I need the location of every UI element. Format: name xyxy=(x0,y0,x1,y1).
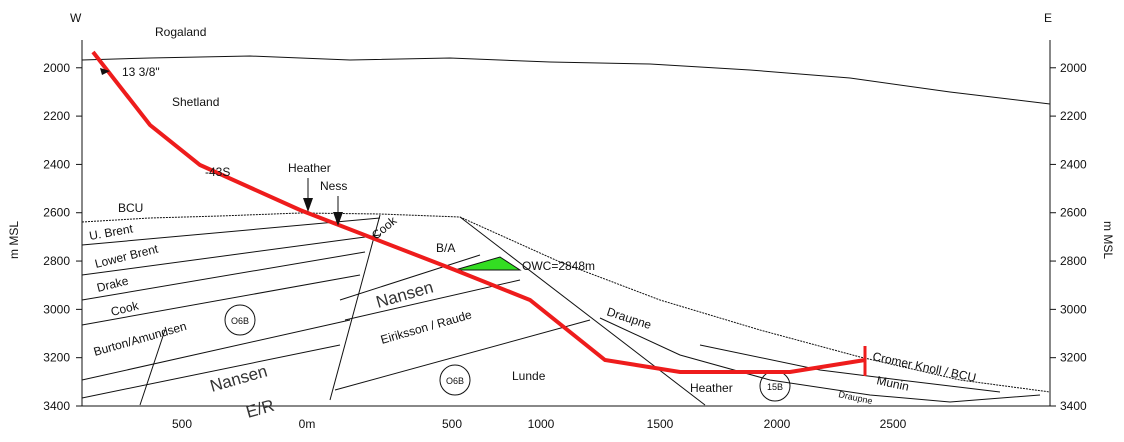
y-tick-label-right: 2800 xyxy=(1060,254,1087,268)
annotation: 13 3/8" xyxy=(122,65,160,79)
x-tick-label: 1500 xyxy=(647,417,674,431)
y-tick-label: 3000 xyxy=(43,302,70,316)
y-tick-label: 2400 xyxy=(43,157,70,171)
y-axis-label-right: m MSL xyxy=(1101,221,1115,259)
formation-label: Rogaland xyxy=(155,25,206,39)
formation-label: Lunde xyxy=(512,369,546,383)
x-tick-label: 1000 xyxy=(528,417,555,431)
y-tick-label-right: 2000 xyxy=(1060,61,1087,75)
compass-e: E xyxy=(1044,11,1052,25)
y-tick-label-right: 3200 xyxy=(1060,351,1087,365)
formation-label: Lower Brent xyxy=(93,242,160,271)
y-tick-label-right: 2200 xyxy=(1060,109,1087,123)
y-tick-label-right: 3000 xyxy=(1060,302,1087,316)
compass-w: W xyxy=(70,11,82,25)
formation-label: Munin xyxy=(875,373,910,393)
formation-label: U. Brent xyxy=(88,221,134,243)
formation-label: Drake xyxy=(95,274,130,295)
x-tick-label: 500 xyxy=(172,417,192,431)
formation-label: Nansen xyxy=(208,361,270,395)
formation-label: Cook xyxy=(369,213,400,242)
y-tick-label-right: 2400 xyxy=(1060,157,1087,171)
y-tick-label: 2200 xyxy=(43,109,70,123)
formation-label: Shetland xyxy=(172,95,219,109)
geology xyxy=(82,40,1050,406)
x-tick-label: 2000 xyxy=(764,417,791,431)
formation-label: Burton/Amundsen xyxy=(92,319,188,359)
zone-label: O6B xyxy=(446,376,464,386)
formation-label: Heather xyxy=(690,381,733,395)
y-tick-label: 3200 xyxy=(43,351,70,365)
formation-label: BCU xyxy=(118,201,143,215)
formation-label: Cook xyxy=(109,298,141,319)
y-tick-label: 3400 xyxy=(43,399,70,413)
zone-label: 15B xyxy=(767,382,783,392)
annotation: Ness xyxy=(320,179,347,193)
formation-label: B/A xyxy=(436,241,455,255)
formation-label: E/R xyxy=(244,396,276,422)
zone-label: O6B xyxy=(231,316,249,326)
x-ticks: 500 0m 500 1000 1500 2000 2500 xyxy=(172,417,907,431)
y-tick-label-right: 2600 xyxy=(1060,206,1087,220)
annotation: Heather xyxy=(288,161,331,175)
formation-label: Draupne xyxy=(605,305,653,333)
y-axis-label: m MSL xyxy=(7,221,21,259)
x-tick-label: 2500 xyxy=(880,417,907,431)
annotation: -43S xyxy=(205,165,230,179)
y-tick-label: 2800 xyxy=(43,254,70,268)
formation-label: Draupne xyxy=(838,389,874,406)
x-tick-label: 0m xyxy=(299,417,316,431)
annotation: OWC=2848m xyxy=(522,259,595,273)
x-tick-label: 500 xyxy=(442,417,462,431)
formation-label: Eiriksson / Raude xyxy=(379,307,474,346)
y-tick-label: 2600 xyxy=(43,206,70,220)
cross-section: W E m MSL m MSL 500 0m 500 1000 1500 200… xyxy=(0,0,1124,442)
y-tick-label-right: 3400 xyxy=(1060,399,1087,413)
y-tick-label: 2000 xyxy=(43,61,70,75)
